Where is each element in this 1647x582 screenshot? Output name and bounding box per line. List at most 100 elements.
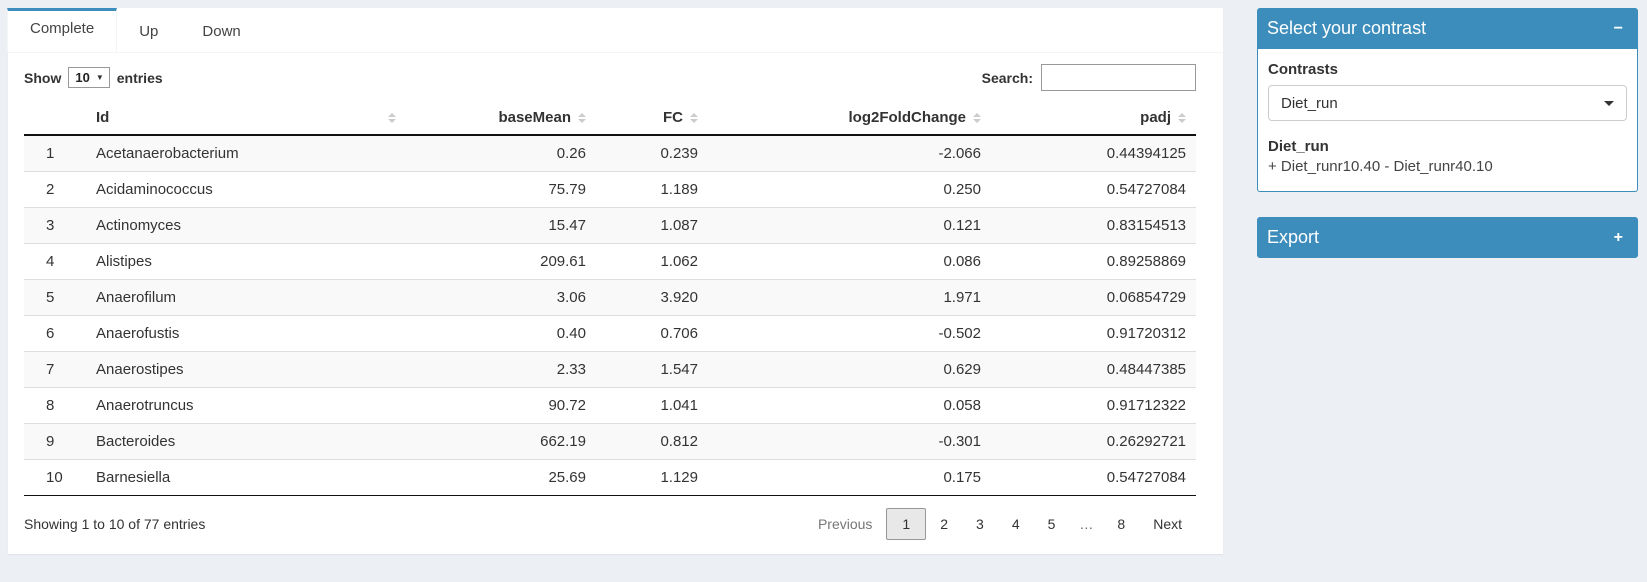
table-info: Showing 1 to 10 of 77 entries bbox=[24, 516, 206, 532]
cell-log2fc: 1.971 bbox=[708, 279, 991, 316]
pagination-next[interactable]: Next bbox=[1153, 516, 1182, 532]
tab-complete[interactable]: Complete bbox=[7, 8, 118, 52]
cell-num: 5 bbox=[24, 279, 86, 316]
cell-num: 3 bbox=[24, 207, 86, 244]
cell-baseMean: 15.47 bbox=[406, 207, 596, 244]
cell-id: Anaerofilum bbox=[86, 279, 406, 316]
page-length-value: 10 bbox=[75, 70, 90, 85]
cell-fc: 1.062 bbox=[596, 243, 708, 280]
cell-log2fc: 0.629 bbox=[708, 351, 991, 388]
cell-fc: 3.920 bbox=[596, 279, 708, 316]
table-row[interactable]: 3 Actinomyces 15.47 1.087 0.121 0.83154513 bbox=[24, 207, 1196, 244]
cell-id: Bacteroides bbox=[86, 423, 406, 460]
collapse-icon[interactable]: − bbox=[1613, 19, 1623, 37]
sort-icon bbox=[1178, 113, 1186, 124]
table-row[interactable]: 7 Anaerostipes 2.33 1.547 0.629 0.48447385 bbox=[24, 351, 1196, 388]
table-row[interactable]: 1 Acetanaerobacterium 0.26 0.239 -2.066 0.443… bbox=[24, 134, 1196, 172]
show-label: Show bbox=[24, 69, 62, 86]
table-row[interactable]: 9 Bacteroides 662.19 0.812 -0.301 0.26292721 bbox=[24, 423, 1196, 460]
cell-baseMean: 2.33 bbox=[406, 351, 596, 388]
pagination-page-8[interactable]: 8 bbox=[1117, 516, 1126, 532]
tab-up[interactable]: Up bbox=[139, 23, 159, 40]
column-header-basemean[interactable]: baseMean bbox=[406, 101, 596, 136]
cell-fc: 1.041 bbox=[596, 387, 708, 424]
expand-icon[interactable]: + bbox=[1613, 228, 1623, 246]
table-row[interactable]: 2 Acidaminococcus 75.79 1.189 0.250 0.5472708… bbox=[24, 171, 1196, 208]
cell-log2fc: 0.250 bbox=[708, 171, 991, 208]
cell-num: 1 bbox=[24, 134, 86, 172]
cell-padj: 0.48447385 bbox=[991, 351, 1196, 388]
cell-id: Acidaminococcus bbox=[86, 171, 406, 208]
cell-id: Actinomyces bbox=[86, 207, 406, 244]
table-header: Id baseMean FC log2FoldChange padj bbox=[24, 101, 1196, 136]
export-box-header: Export + bbox=[1257, 217, 1638, 258]
cell-baseMean: 662.19 bbox=[406, 423, 596, 460]
tab-bar: Complete Up Down bbox=[7, 8, 1223, 53]
cell-baseMean: 0.26 bbox=[406, 134, 596, 172]
cell-padj: 0.54727084 bbox=[991, 171, 1196, 208]
table-footer: Showing 1 to 10 of 77 entries Previous 1 2… bbox=[8, 496, 1223, 540]
cell-padj: 0.83154513 bbox=[991, 207, 1196, 244]
cell-fc: 1.087 bbox=[596, 207, 708, 244]
column-header-fc[interactable]: FC bbox=[596, 101, 708, 136]
cell-num: 7 bbox=[24, 351, 86, 388]
cell-baseMean: 0.40 bbox=[406, 315, 596, 352]
pagination-previous[interactable]: Previous bbox=[817, 516, 873, 532]
results-table: Id baseMean FC log2FoldChange padj 1 Acet… bbox=[24, 101, 1196, 496]
table-row[interactable]: 8 Anaerotruncus 90.72 1.041 0.058 0.91712322 bbox=[24, 387, 1196, 424]
cell-fc: 0.706 bbox=[596, 315, 708, 352]
search-control: Search: bbox=[982, 64, 1196, 91]
cell-padj: 0.26292721 bbox=[991, 423, 1196, 460]
table-row[interactable]: 4 Alistipes 209.61 1.062 0.086 0.89258869 bbox=[24, 243, 1196, 280]
contrast-box-title: Select your contrast bbox=[1267, 18, 1427, 38]
cell-fc: 1.547 bbox=[596, 351, 708, 388]
cell-baseMean: 25.69 bbox=[406, 459, 596, 496]
table-row[interactable]: 6 Anaerofustis 0.40 0.706 -0.502 0.91720312 bbox=[24, 315, 1196, 352]
tab-down[interactable]: Down bbox=[202, 23, 241, 40]
cell-baseMean: 3.06 bbox=[406, 279, 596, 316]
page-length-select[interactable]: 10 ▼ bbox=[68, 67, 110, 88]
cell-log2fc: 0.121 bbox=[708, 207, 991, 244]
cell-id: Anaerotruncus bbox=[86, 387, 406, 424]
pagination-page-3[interactable]: 3 bbox=[976, 516, 984, 532]
contrast-formula: + Diet_runr10.40 - Diet_runr40.10 bbox=[1268, 158, 1493, 175]
pagination-page-2[interactable]: 2 bbox=[940, 516, 949, 532]
column-header-rownum bbox=[24, 101, 86, 136]
sort-icon bbox=[973, 113, 981, 124]
cell-log2fc: 0.086 bbox=[708, 243, 991, 280]
contrast-box-body: Contrasts Diet_run Diet_run + Diet_runr1… bbox=[1257, 49, 1638, 192]
sort-icon bbox=[690, 113, 698, 124]
pagination-page-1[interactable]: 1 bbox=[886, 508, 927, 540]
cell-id: Barnesiella bbox=[86, 459, 406, 496]
cell-fc: 0.239 bbox=[596, 134, 708, 172]
cell-padj: 0.54727084 bbox=[991, 459, 1196, 496]
contrast-select-value: Diet_run bbox=[1281, 94, 1338, 112]
cell-baseMean: 209.61 bbox=[406, 243, 596, 280]
export-box-title: Export bbox=[1267, 227, 1320, 247]
select-caret-icon: ▼ bbox=[95, 73, 104, 82]
table-row[interactable]: 5 Anaerofilum 3.06 3.920 1.971 0.06854729 bbox=[24, 279, 1196, 316]
pagination-page-4[interactable]: 4 bbox=[1011, 516, 1020, 532]
dropdown-caret-icon bbox=[1604, 100, 1614, 106]
export-box: Export + bbox=[1257, 217, 1638, 258]
contrasts-label: Contrasts bbox=[1268, 61, 1339, 78]
cell-id: Anaerostipes bbox=[86, 351, 406, 388]
search-input[interactable] bbox=[1041, 64, 1196, 91]
entries-label: entries bbox=[116, 69, 163, 86]
contrast-select[interactable]: Diet_run bbox=[1268, 85, 1627, 121]
sort-icon bbox=[578, 113, 586, 124]
sort-icon bbox=[388, 113, 396, 123]
cell-log2fc: 0.058 bbox=[708, 387, 991, 424]
pagination-page-5[interactable]: 5 bbox=[1047, 516, 1056, 532]
table-row[interactable]: 10 Barnesiella 25.69 1.129 0.175 0.54727084 bbox=[24, 459, 1196, 496]
column-header-log2foldchange[interactable]: log2FoldChange bbox=[708, 101, 991, 136]
column-header-id[interactable]: Id bbox=[86, 101, 406, 136]
cell-num: 6 bbox=[24, 315, 86, 352]
table-controls: Show 10 ▼ entries Search: bbox=[8, 53, 1223, 97]
table-header-row: Id baseMean FC log2FoldChange padj bbox=[24, 101, 1196, 136]
contrast-box: Select your contrast − Contrasts Diet_ru… bbox=[1257, 8, 1638, 192]
column-header-padj[interactable]: padj bbox=[991, 101, 1196, 136]
cell-padj: 0.44394125 bbox=[991, 134, 1196, 172]
cell-padj: 0.89258869 bbox=[991, 243, 1196, 280]
cell-fc: 0.812 bbox=[596, 423, 708, 460]
